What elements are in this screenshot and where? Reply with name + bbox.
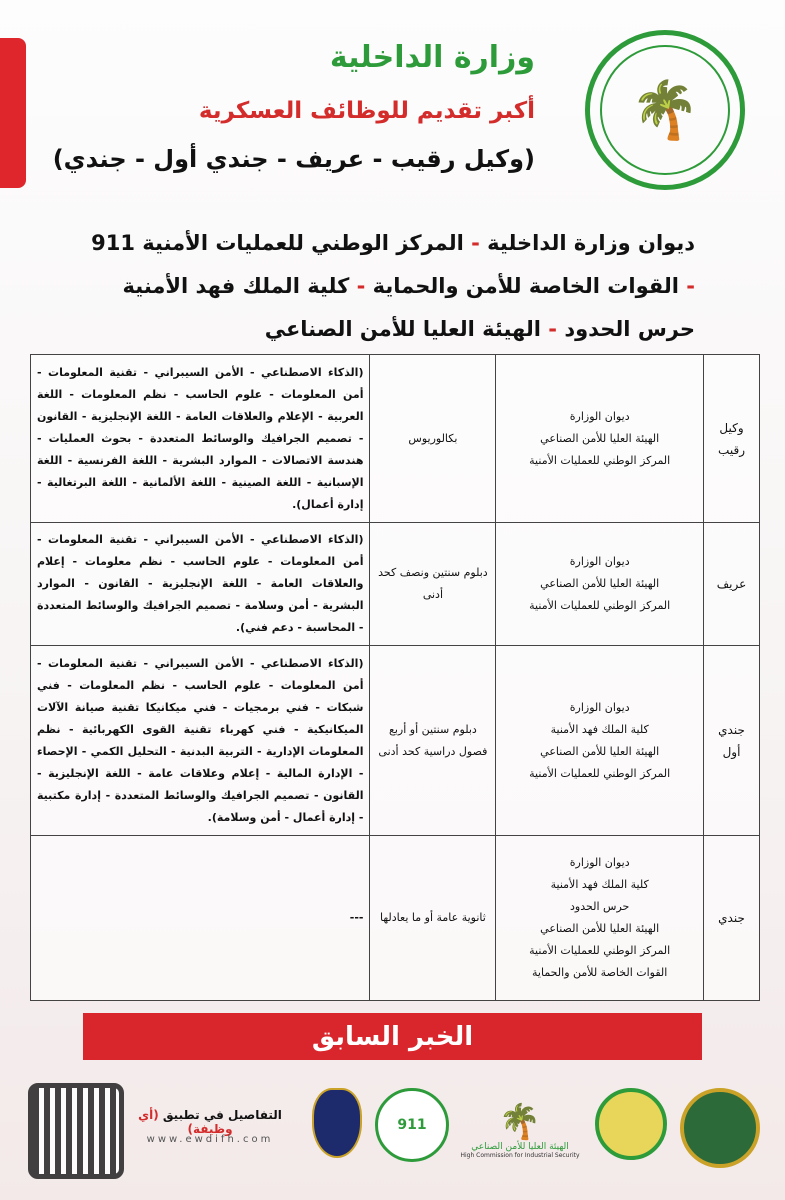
entity-item: الهيئة العليا للأمن الصناعي (540, 744, 660, 758)
separator: - (463, 231, 488, 255)
entity-item: القوات الخاصة للأمن والحماية (532, 966, 668, 979)
entity-item: المركز الوطني للعمليات الأمنية (529, 944, 671, 957)
rank-cell: جندي (703, 835, 760, 1001)
entity-item: كلية الملك فهد الأمنية (550, 722, 649, 736)
entities-cell: ديوان الوزارة كلية الملك فهد الأمنية حرس ا… (495, 835, 705, 1001)
entity-item: المركز الوطني للعمليات الأمنية (529, 766, 671, 780)
entity-item: حرس الحدود (570, 900, 630, 913)
entities-cell: ديوان الوزارة كلية الملك فهد الأمنية الهيئ… (495, 645, 705, 836)
separator: - (540, 317, 565, 341)
specializations-cell: (الذكاء الاصطناعي - الأمن السيبراني - تق… (29, 522, 371, 646)
entity: الهيئة العليا للأمن الصناعي (264, 317, 541, 341)
industrial-security-logo: 🌴 الهيئة العليا للأمن الصناعي High Commi… (455, 1090, 585, 1170)
logo-label: الهيئة العليا للأمن الصناعي (471, 1141, 569, 1152)
ranks-line: (وكيل رقيب - عريف - جندي أول - جندي) (52, 145, 535, 173)
entity-item: ديوان الوزارة (569, 856, 630, 869)
palm-swords-icon: 🌴 (600, 45, 730, 175)
entity: حرس الحدود (564, 317, 695, 341)
table-row: جندي أول ديوان الوزارة كلية الملك فهد الأم… (29, 645, 760, 836)
rank-cell: وكيل رقيب (703, 354, 760, 523)
entities-cell: ديوان الوزارة الهيئة العليا للأمن الصناعي… (495, 522, 705, 646)
entity-item: الهيئة العليا للأمن الصناعي (540, 577, 660, 590)
security-logo (680, 1088, 760, 1168)
king-fahd-college-logo (312, 1088, 362, 1158)
qualification-cell: بكالوريوس (369, 354, 497, 523)
table-row: عريف ديوان الوزارة الهيئة العليا للأمن الص… (29, 522, 760, 646)
palm-icon: 🌴 (498, 1101, 542, 1142)
qr-code[interactable] (28, 1083, 124, 1179)
specializations-cell: --- (29, 835, 371, 1001)
side-tab (0, 38, 26, 188)
rank-cell: عريف (703, 522, 760, 646)
qualification-cell: دبلوم سنتين ونصف كحد أدنى (369, 522, 497, 646)
page-title: وزارة الداخلية (329, 40, 535, 75)
table-row: جندي ديوان الوزارة كلية الملك فهد الأمنية ح… (29, 835, 760, 1001)
entities-list: ديوان وزارة الداخلية - المركز الوطني للع… (55, 222, 695, 351)
911-logo: 911 (375, 1088, 449, 1162)
qualification-cell: دبلوم سنتين أو أربع فصول دراسية كحد أدنى (369, 645, 497, 836)
separator: - (349, 274, 373, 298)
entity-item: ديوان الوزارة (569, 555, 630, 568)
qualification-cell: ثانوية عامة أو ما يعادلها (369, 835, 497, 1001)
previous-news-button[interactable]: الخبر السابق (83, 1013, 702, 1060)
details-text: التفاصيل في تطبيق (أي وظيفة) (130, 1108, 290, 1136)
specializations-cell: (الذكاء الاصطناعي - الأمن السيبراني - تق… (29, 645, 371, 836)
entity-item: ديوان الوزارة (569, 409, 630, 423)
entity-item: المركز الوطني للعمليات الأمنية (529, 453, 671, 467)
entity: القوات الخاصة للأمن والحماية (372, 274, 679, 298)
details-prefix: التفاصيل في تطبيق (158, 1108, 282, 1122)
logo-label: 911 (397, 1117, 427, 1133)
entity-item: الهيئة العليا للأمن الصناعي (540, 922, 660, 935)
entity: كلية الملك فهد الأمنية (122, 274, 350, 298)
jobs-table: وكيل رقيب ديوان الوزارة الهيئة العليا للأم… (29, 354, 760, 1001)
entity-item: ديوان الوزارة (569, 700, 630, 714)
page-subtitle: أكبر تقديم للوظائف العسكرية (198, 98, 535, 124)
rank-cell: جندي أول (703, 645, 760, 836)
entity-item: كلية الملك فهد الأمنية (550, 878, 649, 891)
entities-cell: ديوان الوزارة الهيئة العليا للأمن الصناعي… (495, 354, 705, 523)
entity: ديوان وزارة الداخلية (487, 231, 695, 255)
ministry-emblem-logo: 🌴 (585, 30, 745, 190)
logo-label-en: High Commission for Industrial Security (460, 1151, 580, 1159)
separator: - (678, 274, 695, 298)
app-name: (أي وظيفة) (138, 1108, 233, 1136)
table-row: وكيل رقيب ديوان الوزارة الهيئة العليا للأم… (29, 354, 760, 523)
entity-item: المركز الوطني للعمليات الأمنية (529, 599, 671, 612)
border-guard-logo (595, 1088, 667, 1160)
specializations-cell: (الذكاء الاصطناعي - الأمن السيبراني - تق… (29, 354, 371, 523)
entity-item: الهيئة العليا للأمن الصناعي (540, 431, 660, 445)
entity: المركز الوطني للعمليات الأمنية 911 (91, 231, 464, 255)
website-link[interactable]: www.ewdifh.com (146, 1134, 274, 1145)
